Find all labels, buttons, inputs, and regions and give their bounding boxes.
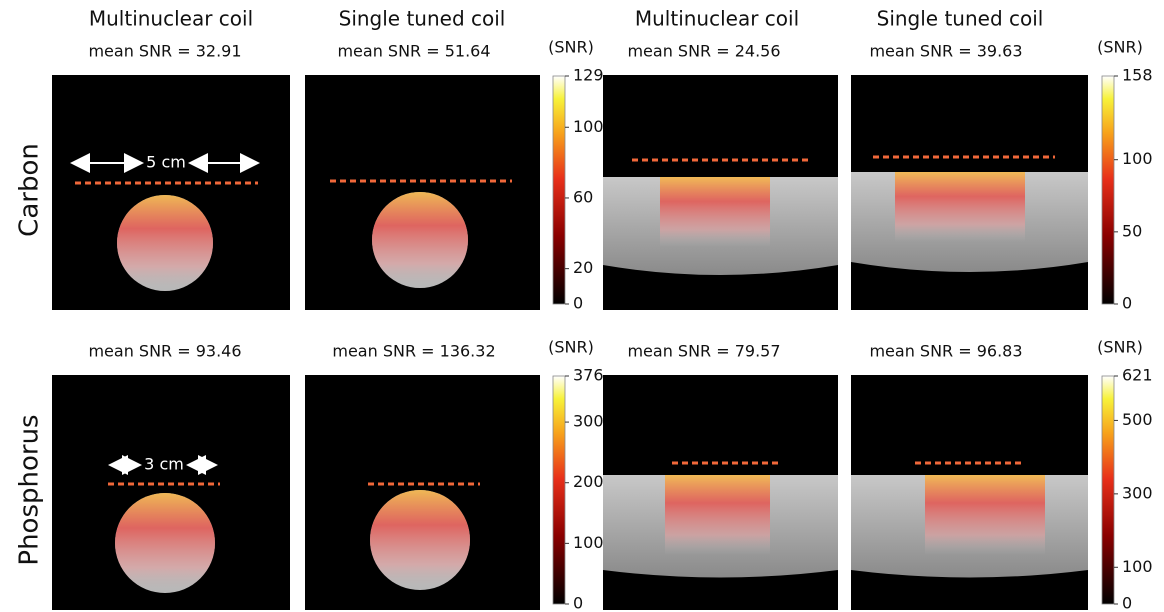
snr-overlay <box>895 172 1025 242</box>
colorbar-tick-label: 50 <box>1122 221 1142 240</box>
scale-label: 3 cm <box>144 455 184 474</box>
snr-overlay <box>370 490 470 590</box>
annotations: 5 cm 3 cm <box>70 153 1055 486</box>
colorbar-tick-label: 200 <box>573 472 604 491</box>
mean-snr: mean SNR = 39.63 <box>869 42 1022 61</box>
column-title: Multinuclear coil <box>635 7 799 31</box>
column-title: Single tuned coil <box>339 7 506 31</box>
colorbar-tick-label: 0 <box>573 294 583 313</box>
colorbar <box>552 375 566 605</box>
snr-overlay <box>117 195 213 291</box>
colorbar-tick-label: 376 <box>573 366 604 385</box>
colorbar-tick-label: 500 <box>1122 410 1153 429</box>
mean-snr: mean SNR = 51.64 <box>337 42 490 61</box>
snr-overlay <box>665 475 770 555</box>
mean-snr: mean SNR = 93.46 <box>88 342 241 361</box>
panels <box>52 75 1088 610</box>
colorbar-unit: (SNR) <box>548 38 594 57</box>
colorbar-tick-label: 129 <box>573 66 604 85</box>
colorbar-tick-label: 100 <box>573 533 604 552</box>
row-label: Phosphorus <box>15 414 45 565</box>
scale-label: 5 cm <box>146 153 186 172</box>
column-title: Multinuclear coil <box>89 7 253 31</box>
mean-snr: mean SNR = 96.83 <box>869 342 1022 361</box>
colorbar-tick-label: 100 <box>573 117 604 136</box>
colorbar-tick-label: 621 <box>1122 366 1153 385</box>
colorbar <box>1101 75 1115 305</box>
snr-overlay <box>925 475 1045 555</box>
snr-overlay <box>372 192 468 288</box>
colorbar-tick-label: 0 <box>573 594 583 612</box>
colorbar-tick-label: 300 <box>1122 483 1153 502</box>
column-title: Single tuned coil <box>877 7 1044 31</box>
colorbar-unit: (SNR) <box>1097 338 1143 357</box>
colorbar-tick-label: 100 <box>1122 557 1153 576</box>
colorbar <box>552 75 566 305</box>
snr-overlay <box>115 493 215 593</box>
colorbar-tick-label: 0 <box>1122 294 1132 313</box>
colorbar-tick-label: 300 <box>573 412 604 431</box>
colorbar-tick-label: 100 <box>1122 149 1153 168</box>
snr-overlay <box>660 177 770 247</box>
colorbar-tick-label: 20 <box>573 258 593 277</box>
colorbar-tick-label: 158 <box>1122 66 1153 85</box>
colorbar-tick-label: 60 <box>573 187 593 206</box>
colorbar-unit: (SNR) <box>1097 38 1143 57</box>
mean-snr: mean SNR = 79.57 <box>627 342 780 361</box>
mean-snr: mean SNR = 32.91 <box>88 42 241 61</box>
row-label: Carbon <box>15 143 45 237</box>
colorbar <box>1101 375 1115 605</box>
mean-snr: mean SNR = 24.56 <box>627 42 780 61</box>
mean-snr: mean SNR = 136.32 <box>332 342 495 361</box>
colorbar-tick-label: 0 <box>1122 594 1132 612</box>
colorbar-unit: (SNR) <box>548 338 594 357</box>
